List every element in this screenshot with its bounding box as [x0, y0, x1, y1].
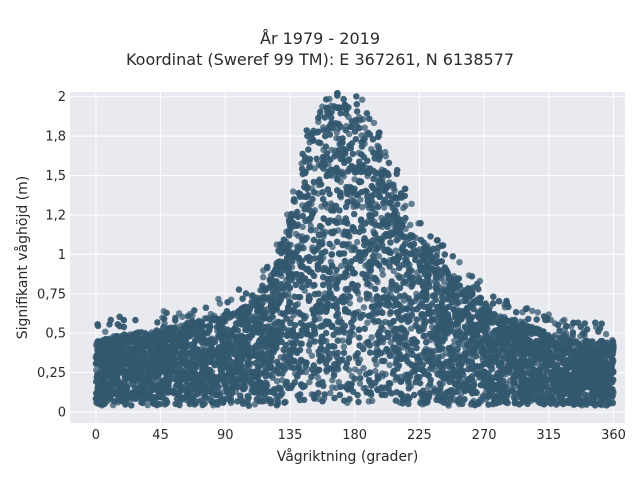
data-point [360, 304, 368, 311]
data-point [359, 96, 366, 103]
data-point [602, 330, 610, 338]
data-point [289, 188, 297, 195]
data-point [333, 129, 341, 136]
data-point [273, 378, 281, 385]
data-point [306, 378, 313, 386]
data-point [260, 274, 267, 281]
data-point [102, 328, 109, 335]
data-point [327, 389, 334, 397]
data-point [373, 361, 380, 368]
data-point [357, 196, 364, 203]
data-point [338, 262, 345, 270]
data-point [360, 116, 367, 123]
data-point [407, 221, 414, 229]
data-point [361, 124, 368, 131]
data-point [360, 364, 367, 372]
data-point [379, 271, 386, 278]
data-point [392, 247, 399, 254]
data-point [382, 153, 389, 160]
data-point [370, 119, 378, 127]
data-point [386, 361, 393, 369]
data-point [534, 309, 541, 316]
data-point [400, 204, 407, 212]
data-point [356, 380, 364, 387]
data-point [408, 200, 415, 207]
data-points [92, 90, 617, 409]
data-point [559, 318, 566, 325]
data-point [292, 230, 300, 238]
data-point [311, 179, 318, 186]
data-point [312, 227, 319, 234]
data-point [328, 146, 335, 154]
data-point [364, 319, 371, 326]
data-point [529, 307, 536, 315]
data-point [356, 296, 364, 303]
data-point [375, 253, 383, 260]
data-point [144, 401, 151, 409]
data-point [175, 310, 183, 317]
data-point [351, 366, 359, 373]
chart-title: År 1979 - 2019 [260, 29, 380, 48]
chart-subtitle: Koordinat (Sweref 99 TM): E 367261, N 61… [125, 50, 515, 69]
data-point [368, 334, 375, 341]
data-point [407, 325, 415, 332]
data-point [340, 343, 348, 350]
data-point [351, 176, 358, 183]
data-point [372, 367, 379, 375]
data-point [365, 398, 372, 405]
data-point [362, 262, 369, 269]
data-point [479, 393, 486, 400]
data-point [374, 142, 381, 149]
data-point [390, 267, 397, 275]
data-point [339, 337, 346, 344]
data-point [456, 259, 463, 266]
data-point [441, 278, 448, 286]
data-point [369, 296, 376, 303]
data-point [359, 204, 366, 211]
data-point [435, 353, 443, 361]
data-point [251, 313, 258, 320]
data-point [323, 338, 330, 345]
data-point [294, 373, 301, 380]
data-point [390, 185, 398, 192]
data-point [408, 312, 416, 319]
data-point [215, 295, 222, 303]
data-point [329, 384, 336, 391]
data-point [308, 352, 316, 359]
data-point [311, 165, 318, 172]
data-point [305, 347, 313, 355]
data-point [314, 374, 322, 381]
data-point [353, 238, 361, 246]
data-point [332, 271, 339, 278]
